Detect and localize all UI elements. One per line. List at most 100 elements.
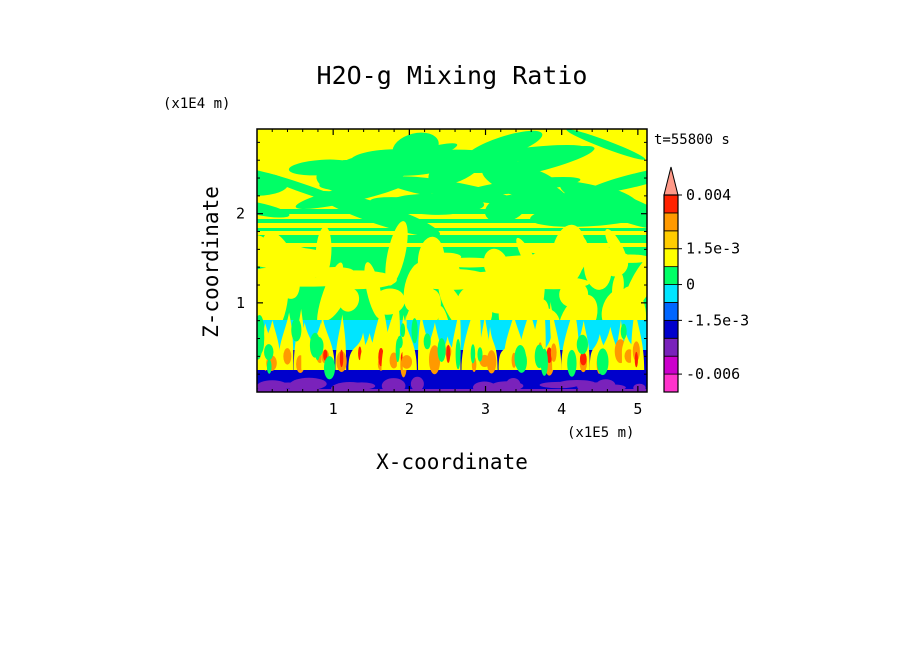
- x-tick-label: 4: [557, 400, 566, 418]
- contour-warm-core: [632, 341, 640, 361]
- contour-warm-core: [283, 348, 292, 365]
- colorbar-segment: [663, 230, 679, 250]
- plot-frame: [256, 128, 648, 393]
- x-tick-label: 5: [633, 400, 642, 418]
- contour-plume: [266, 272, 289, 333]
- contour-gap: [411, 318, 418, 344]
- contour-warm-core: [550, 343, 557, 362]
- contour-gap: [323, 356, 336, 380]
- contour-gap: [257, 314, 265, 347]
- colorbar-segment: [663, 194, 679, 214]
- contour-stripe: [257, 219, 647, 223]
- y-scale-label: (x1E4 m): [163, 96, 230, 112]
- contour-plume: [439, 257, 500, 268]
- contour-plume: [518, 293, 544, 319]
- colorbar: 0.004 1.5e-3 0 -1.5e-3 -0.006: [663, 166, 749, 393]
- contour-band-upper: [465, 144, 585, 164]
- contour-gap: [291, 318, 302, 342]
- contour-plume: [385, 221, 408, 286]
- contour-plume: [623, 250, 647, 314]
- contour-plume: [257, 245, 309, 259]
- contour-gap: [470, 344, 476, 364]
- contour-plume: [257, 273, 299, 283]
- contour-plume: [411, 268, 491, 290]
- contour-gap: [455, 338, 461, 370]
- contour-gap: [437, 338, 446, 362]
- y-tick-label: 1: [236, 294, 245, 312]
- contour-hot-core: [634, 351, 638, 368]
- y-axis-ticks: 12: [236, 141, 647, 375]
- contour-band-upper: [392, 132, 439, 162]
- colorbar-frame: [663, 194, 679, 393]
- contour-surface: [410, 376, 424, 392]
- contour-stripe: [257, 235, 647, 243]
- contour-surface: [381, 378, 406, 392]
- contour-gap: [567, 349, 577, 377]
- contour-warm-core: [428, 345, 441, 375]
- chart-title: H2O-g Mixing Ratio: [317, 61, 588, 90]
- contour-gap: [516, 350, 527, 373]
- colorbar-segment: [663, 337, 679, 357]
- contour-hot-core: [323, 349, 328, 361]
- contour-warm-core: [389, 352, 399, 369]
- x-tick-label: 2: [405, 400, 414, 418]
- contour-plume: [493, 255, 576, 266]
- x-tick-label: 1: [329, 400, 338, 418]
- contour-plume-lower: [381, 298, 400, 370]
- contour-stripe: [257, 209, 647, 214]
- colorbar-segment: [663, 302, 679, 321]
- colorbar-segment: [663, 248, 679, 268]
- contour-plume: [522, 243, 613, 256]
- contour-gap: [266, 359, 272, 374]
- contour-gap: [264, 344, 274, 361]
- contour-stripe: [257, 228, 647, 231]
- colorbar-label: 0.004: [686, 186, 731, 204]
- colorbar-segment: [663, 319, 679, 339]
- colorbar-label: -0.006: [686, 365, 740, 383]
- contour-plume: [609, 254, 647, 263]
- colorbar-label: 0: [686, 276, 695, 294]
- contour-gap: [540, 348, 548, 376]
- colorbar-segment: [663, 355, 679, 375]
- contour-warm-core: [401, 355, 413, 369]
- contour-hot-core: [579, 352, 587, 366]
- contour-hot-core: [339, 349, 344, 368]
- contour-hot-core: [446, 344, 451, 363]
- contour-gap: [395, 338, 400, 363]
- contour-surface: [331, 382, 369, 392]
- x-scale-label: (x1E5 m): [567, 425, 634, 441]
- contour-plume: [517, 276, 590, 290]
- colorbar-segment: [663, 212, 679, 232]
- field-contours: [257, 129, 647, 392]
- contour-gap: [620, 323, 627, 340]
- contour-band-upper: [492, 145, 595, 178]
- time-label: t=55800 s: [654, 132, 730, 148]
- x-axis-title: X-coordinate: [376, 450, 528, 474]
- contour-band-upper: [484, 195, 526, 223]
- contour-gap: [477, 347, 483, 362]
- colorbar-segment: [663, 284, 679, 303]
- contour-hot-core: [546, 347, 553, 363]
- x-tick-label: 3: [481, 400, 490, 418]
- contour-plume: [314, 270, 397, 290]
- contour-band-upper: [585, 166, 647, 194]
- colorbar-segment: [663, 266, 679, 285]
- contour-gap: [576, 334, 589, 355]
- contour-surface: [539, 381, 579, 389]
- y-axis-title: Z-coordinate: [199, 186, 223, 338]
- contour-gap: [596, 348, 609, 376]
- contour-gap: [423, 333, 431, 350]
- contour-gap: [400, 323, 406, 338]
- colorbar-extend-arrow: [663, 166, 679, 196]
- colorbar-label: -1.5e-3: [686, 311, 749, 329]
- contour-band-upper: [392, 176, 516, 204]
- x-axis-ticks: 1 2 3 4 5: [271, 129, 642, 418]
- contour-surface-strip: [257, 389, 647, 392]
- contour-band-upper: [566, 129, 646, 160]
- contour-warm-core: [486, 350, 497, 374]
- contour-surface: [288, 379, 314, 392]
- y-tick-label: 2: [236, 205, 245, 223]
